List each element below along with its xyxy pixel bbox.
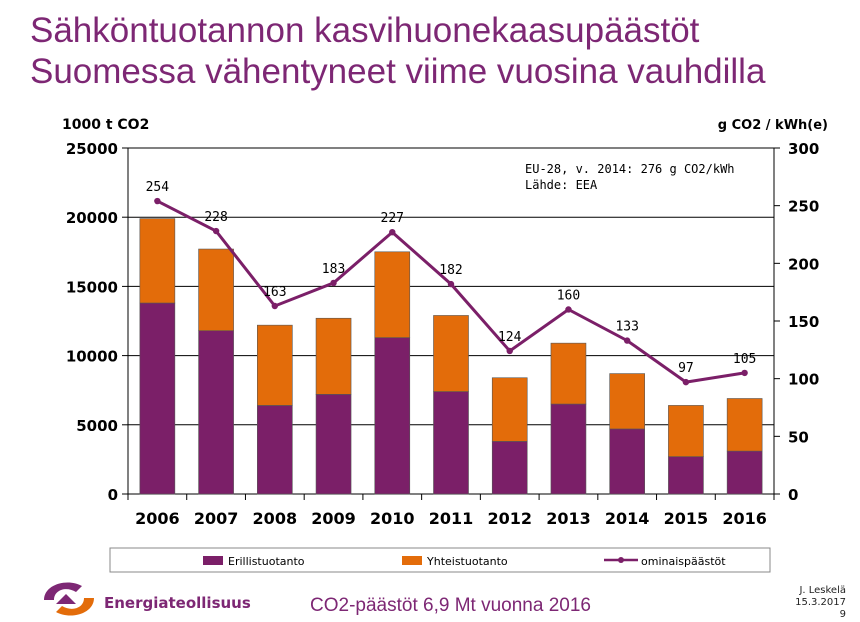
slide-title: Sähköntuotannon kasvihuonekaasupäästöt S…	[30, 10, 850, 92]
bar-yhteistuotanto	[315, 317, 352, 395]
point-ominaispaastot	[682, 378, 690, 386]
data-label-ominaispaastot: 227	[381, 211, 404, 226]
legend-label-ominaispaastot: ominaispäästöt	[641, 555, 726, 568]
bar-erillistuotanto	[315, 394, 352, 495]
title-line-2: Suomessa vähentyneet viime vuosina vauhd…	[30, 52, 766, 91]
bar-yhteistuotanto	[668, 405, 704, 457]
left-tick-label: 25000	[66, 140, 118, 158]
bar-yhteistuotanto	[550, 342, 587, 405]
x-tick-label: 2014	[605, 509, 650, 528]
bar-erillistuotanto	[139, 302, 176, 495]
point-ominaispaastot	[741, 369, 748, 377]
bar-yhteistuotanto	[139, 218, 176, 304]
x-tick-label: 2006	[135, 509, 180, 528]
point-ominaispaastot	[154, 197, 161, 205]
legend-swatch-erillistuotanto	[203, 556, 223, 565]
point-ominaispaastot	[212, 227, 220, 235]
point-ominaispaastot	[565, 306, 572, 313]
legend-label-yhteistuotanto: Yhteistuotanto	[426, 555, 508, 568]
left-tick-label: 15000	[66, 278, 118, 296]
data-label-ominaispaastot: 160	[557, 288, 580, 303]
right-tick-label: 150	[788, 313, 819, 331]
annotation-line-2: Lähde: EEA	[525, 178, 598, 192]
x-tick-label: 2015	[664, 509, 709, 528]
bar-yhteistuotanto	[491, 377, 528, 442]
left-tick-label: 5000	[76, 417, 118, 435]
data-label-ominaispaastot: 228	[204, 210, 227, 225]
date: 15.3.2017	[795, 597, 846, 608]
legend-label-erillistuotanto: Erillistuotanto	[228, 555, 305, 568]
left-tick-label: 20000	[66, 209, 118, 227]
left-tick-label: 0	[108, 486, 118, 504]
bars	[139, 218, 763, 495]
bar-yhteistuotanto	[609, 373, 645, 430]
x-tick-label: 2009	[311, 509, 356, 528]
x-tick-label: 2012	[487, 509, 532, 528]
bar-erillistuotanto	[668, 456, 704, 495]
data-label-ominaispaastot: 105	[733, 352, 756, 367]
bar-erillistuotanto	[550, 403, 587, 495]
bar-yhteistuotanto	[257, 324, 293, 406]
bar-erillistuotanto	[198, 330, 234, 495]
left-axis-label: 1000 t CO2	[62, 117, 149, 133]
bar-erillistuotanto	[491, 441, 528, 495]
point-ominaispaastot	[330, 279, 337, 287]
bar-erillistuotanto	[374, 337, 411, 495]
bar-erillistuotanto	[433, 391, 469, 495]
annotation-line-1: EU-28, v. 2014: 276 g CO2/kWh	[525, 162, 735, 176]
data-label-ominaispaastot: 133	[615, 320, 638, 335]
right-tick-label: 100	[788, 371, 819, 389]
point-ominaispaastot	[447, 280, 455, 288]
data-label-ominaispaastot: 97	[678, 361, 694, 376]
right-tick-label: 300	[788, 140, 819, 158]
slide-meta: J. Leskelä 15.3.2017 9	[795, 585, 846, 621]
title-line-1: Sähköntuotannon kasvihuonekaasupäästöt	[30, 11, 700, 50]
bar-yhteistuotanto	[726, 398, 763, 452]
x-tick-label: 2007	[194, 509, 239, 528]
data-label-ominaispaastot: 163	[263, 285, 286, 300]
left-tick-label: 10000	[66, 348, 118, 366]
point-ominaispaastot	[623, 337, 631, 344]
point-ominaispaastot	[506, 347, 513, 355]
data-label-ominaispaastot: 182	[439, 263, 462, 278]
axes: 0 5000 10000 15000 20000 25000 0 50 100 150 200 250…	[66, 140, 820, 528]
data-label-ominaispaastot: 183	[322, 262, 345, 277]
legend-swatch-yhteistuotanto	[402, 556, 422, 565]
right-tick-label: 200	[788, 255, 819, 273]
intensity-line	[154, 197, 748, 386]
bar-erillistuotanto	[609, 428, 645, 495]
bar-erillistuotanto	[726, 450, 763, 495]
page-number: 9	[839, 609, 846, 620]
x-tick-label: 2016	[722, 509, 767, 528]
data-label-ominaispaastot: 254	[146, 180, 170, 195]
right-tick-label: 0	[788, 486, 798, 504]
right-tick-label: 250	[788, 198, 819, 216]
brand-name: Energiateollisuus	[104, 594, 251, 612]
legend-marker-ominaispaastot	[618, 557, 624, 563]
data-label-ominaispaastot: 124	[498, 330, 522, 345]
bar-yhteistuotanto	[198, 248, 234, 331]
x-tick-label: 2013	[546, 509, 591, 528]
x-tick-label: 2010	[370, 509, 415, 528]
footer-caption: CO2-päästöt 6,9 Mt vuonna 2016	[310, 595, 591, 616]
labels: 254 228 163 183 227 182 124 160 133 97 105	[146, 180, 757, 376]
x-tick-label: 2008	[253, 509, 298, 528]
bar-erillistuotanto	[257, 405, 293, 495]
point-ominaispaastot	[389, 228, 396, 236]
energiateollisuus-logo-icon	[44, 582, 94, 616]
bar-yhteistuotanto	[374, 251, 411, 338]
bar-yhteistuotanto	[433, 315, 469, 392]
right-tick-label: 50	[788, 428, 809, 446]
legend: Erillistuotanto Yhteistuotanto ominaispä…	[109, 547, 771, 573]
right-axis-label: g CO2 / kWh(e)	[718, 118, 828, 133]
x-tick-label: 2011	[429, 509, 474, 528]
point-ominaispaastot	[271, 302, 279, 310]
author: J. Leskelä	[799, 585, 846, 596]
